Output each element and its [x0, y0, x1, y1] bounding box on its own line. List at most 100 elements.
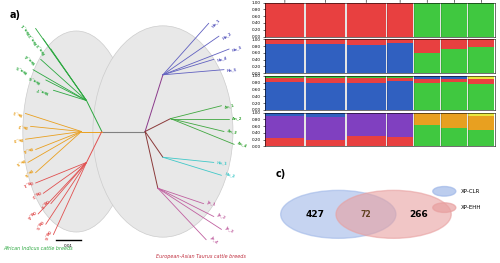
Bar: [468, 79, 494, 84]
Bar: [442, 128, 468, 146]
Bar: [306, 3, 345, 37]
Text: Je_3: Je_3: [224, 225, 234, 234]
Text: Ken_3: Ken_3: [35, 43, 46, 55]
Text: Ho_2: Ho_2: [224, 172, 235, 179]
Text: Ken_2: Ken_2: [28, 32, 38, 45]
Bar: [468, 84, 494, 110]
Text: Ken_5: Ken_5: [15, 65, 28, 75]
Text: An_1: An_1: [224, 103, 235, 109]
Bar: [346, 83, 386, 110]
Bar: [442, 113, 468, 128]
Text: African Indicus cattle breeds: African Indicus cattle breeds: [4, 246, 73, 251]
Bar: [414, 3, 440, 37]
Bar: [414, 76, 440, 79]
Circle shape: [280, 190, 396, 238]
Text: Ken_6: Ken_6: [27, 75, 40, 85]
Bar: [266, 116, 304, 138]
Bar: [387, 81, 413, 110]
Bar: [346, 76, 386, 78]
Text: Ho_1: Ho_1: [216, 160, 228, 165]
Bar: [387, 3, 413, 37]
Circle shape: [433, 186, 456, 196]
Bar: [414, 125, 440, 146]
Text: Ken_7: Ken_7: [34, 87, 48, 94]
Text: 0.01: 0.01: [64, 245, 73, 249]
Text: Ha_5: Ha_5: [226, 67, 237, 72]
Bar: [387, 78, 413, 81]
Bar: [468, 3, 494, 37]
Text: Og_5: Og_5: [34, 219, 43, 230]
Text: Ken_4: Ken_4: [24, 54, 36, 65]
Bar: [387, 39, 413, 43]
Bar: [306, 140, 345, 146]
Bar: [266, 39, 304, 44]
Text: Ha_4: Ha_4: [216, 56, 228, 63]
Text: c): c): [276, 169, 286, 179]
Bar: [414, 83, 440, 110]
Bar: [346, 78, 386, 83]
Bar: [442, 3, 468, 37]
Text: Bo_5: Bo_5: [14, 158, 26, 167]
Bar: [306, 117, 345, 140]
Bar: [442, 39, 468, 49]
Bar: [387, 43, 413, 73]
Bar: [468, 47, 494, 73]
Text: Je_1: Je_1: [206, 200, 216, 207]
Text: Og_4: Og_4: [26, 209, 36, 219]
Bar: [442, 76, 468, 79]
Bar: [306, 113, 345, 117]
Bar: [346, 136, 386, 146]
Bar: [266, 78, 304, 82]
Text: 72: 72: [360, 210, 372, 219]
Bar: [468, 129, 494, 146]
Text: Ha_1: Ha_1: [212, 18, 222, 29]
Circle shape: [433, 203, 456, 213]
Bar: [266, 3, 304, 37]
Bar: [306, 83, 345, 110]
Text: European-Asian Taurus cattle breeds: European-Asian Taurus cattle breeds: [156, 254, 246, 259]
Text: Je_2: Je_2: [216, 213, 226, 220]
Bar: [468, 39, 494, 47]
Bar: [414, 39, 440, 53]
Text: Bo_4: Bo_4: [22, 146, 33, 153]
Text: Je_4: Je_4: [209, 235, 218, 244]
Bar: [306, 76, 345, 78]
Bar: [468, 113, 494, 116]
Bar: [266, 82, 304, 110]
Text: a): a): [10, 10, 21, 20]
Text: Bo_2: Bo_2: [17, 124, 28, 129]
Bar: [442, 82, 468, 110]
Bar: [387, 113, 413, 137]
Bar: [346, 39, 386, 45]
Text: Og_1: Og_1: [22, 179, 33, 187]
Bar: [414, 113, 440, 125]
Text: Ken_1: Ken_1: [20, 22, 30, 35]
Ellipse shape: [23, 31, 130, 232]
Bar: [346, 45, 386, 73]
Bar: [306, 44, 345, 73]
Bar: [442, 49, 468, 73]
Bar: [468, 76, 494, 79]
Text: Ha_3: Ha_3: [232, 45, 243, 53]
Text: Ha_2: Ha_2: [222, 32, 232, 41]
Text: Bo_1: Bo_1: [12, 110, 23, 117]
Bar: [387, 76, 413, 78]
Text: Og_6: Og_6: [42, 229, 51, 240]
Bar: [266, 44, 304, 73]
Bar: [346, 3, 386, 37]
Text: Bo_6: Bo_6: [22, 168, 33, 178]
Text: An_4: An_4: [237, 141, 248, 148]
Text: Og_2: Og_2: [30, 189, 40, 198]
Text: XP-EHH: XP-EHH: [460, 205, 481, 210]
Bar: [414, 79, 440, 83]
Bar: [266, 76, 304, 78]
Bar: [266, 113, 304, 116]
Text: XP-CLR: XP-CLR: [460, 189, 480, 194]
Bar: [442, 79, 468, 82]
Ellipse shape: [93, 26, 233, 237]
Bar: [346, 113, 386, 136]
Bar: [414, 53, 440, 73]
Bar: [468, 116, 494, 129]
Bar: [387, 137, 413, 146]
Text: Og_3: Og_3: [38, 198, 48, 209]
